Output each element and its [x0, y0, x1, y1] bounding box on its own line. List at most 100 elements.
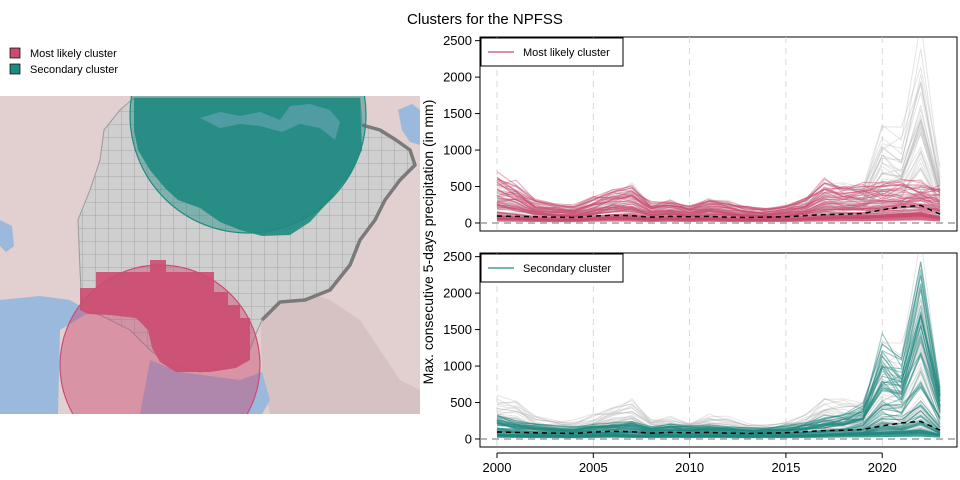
- background-series-line: [496, 253, 941, 427]
- map-state-border: [260, 123, 417, 322]
- background-series-line: [496, 335, 941, 432]
- cluster-series-line: [496, 322, 941, 434]
- cluster-series-line: [496, 354, 941, 434]
- background-series-line: [496, 125, 941, 217]
- y-tick-label: 0: [465, 431, 472, 446]
- cluster-series-line: [496, 195, 941, 216]
- background-series-line: [496, 126, 941, 218]
- legend-label-most-likely: Most likely cluster: [30, 48, 117, 60]
- cluster-series-line: [496, 430, 941, 438]
- cluster-series-line: [496, 414, 941, 437]
- cluster-series-line: [496, 421, 941, 438]
- cluster-series-line: [496, 422, 941, 438]
- cluster-series-line: [496, 214, 941, 222]
- cluster-series-line: [496, 424, 941, 438]
- cluster-series-line: [496, 416, 941, 437]
- cluster-series-line: [496, 305, 941, 433]
- background-series-line: [496, 48, 941, 214]
- background-series-line: [496, 107, 941, 214]
- median-line: [496, 420, 941, 435]
- x-tick-label: 2020: [868, 460, 897, 475]
- y-tick-label: 1500: [443, 106, 472, 121]
- background-series-line: [496, 129, 941, 217]
- legend-label-secondary: Secondary cluster: [30, 64, 118, 76]
- background-series-line: [496, 194, 941, 220]
- background-series-line: [496, 191, 941, 220]
- cluster-series-line: [496, 176, 941, 211]
- background-series-line: [496, 199, 941, 220]
- cluster-series-line: [496, 399, 941, 436]
- background-series-line: [496, 329, 941, 432]
- x-tick-label: 2000: [483, 460, 512, 475]
- background-series-line: [496, 341, 941, 433]
- background-series-line: [496, 415, 941, 436]
- background-series-line: [496, 113, 941, 216]
- background-series-line: [496, 297, 941, 430]
- x-tick-label: 2010: [675, 460, 704, 475]
- cluster-series-line: [496, 181, 941, 212]
- cluster-series-line: [496, 203, 941, 218]
- plot-area: [479, 252, 958, 448]
- cluster-series-line: [496, 431, 941, 438]
- background-series-line: [496, 146, 941, 216]
- x-axis: 2000 2005 2010 2015 2020: [483, 452, 897, 475]
- cluster-series-line: [496, 210, 941, 220]
- background-series-line: [496, 362, 941, 432]
- cluster-series-line: [496, 311, 941, 432]
- x-tick-label: 2005: [579, 460, 608, 475]
- cluster-series-line: [496, 420, 941, 438]
- cluster-series-line: [496, 324, 941, 434]
- cluster-series-line: [496, 380, 941, 436]
- panel-legend: Most likely cluster: [480, 37, 624, 67]
- background-series-line: [496, 412, 941, 437]
- cluster-series-line: [496, 422, 941, 438]
- background-series-line: [496, 179, 941, 220]
- cluster-series-line: [496, 351, 941, 433]
- background-series-line: [496, 119, 941, 216]
- x-tick-label: 2015: [771, 460, 800, 475]
- background-series-line: [496, 297, 941, 427]
- background-series-line: [496, 372, 941, 434]
- plot-area: [479, 36, 958, 232]
- cluster-series-line: [496, 178, 941, 213]
- background-series-line: [496, 419, 941, 437]
- cluster-series-line: [496, 315, 941, 432]
- y-tick-label: 1500: [443, 322, 472, 337]
- median-line: [496, 204, 941, 219]
- background-series-line: [496, 117, 941, 216]
- cluster-series-line: [496, 213, 941, 221]
- background-series-line: [496, 345, 941, 433]
- background-series-line: [496, 150, 941, 217]
- background-series-line: [496, 366, 941, 433]
- background-series-line: [496, 415, 941, 437]
- cluster-series-line: [496, 212, 941, 221]
- background-series-line: [496, 118, 941, 216]
- cluster-series-line: [496, 215, 941, 222]
- cluster-series-line: [496, 422, 941, 438]
- background-series-line: [496, 283, 941, 427]
- background-series-line: [496, 320, 941, 431]
- cluster-series-line: [496, 213, 941, 221]
- cluster-series-line: [496, 200, 941, 217]
- secondary-cluster-cells: [134, 98, 362, 236]
- background-series-line: [496, 122, 941, 217]
- chart-panel-secondary: 0 500 1000 1500 2000 2500 Secondary cluster: [443, 249, 958, 448]
- y-axis-label: Max. consecutive 5-days precipitation (i…: [420, 100, 436, 385]
- y-tick-label: 2500: [443, 249, 472, 264]
- panel-legend-label: Secondary cluster: [523, 263, 611, 275]
- map-lake-inset: [200, 104, 340, 140]
- cluster-series-line: [496, 414, 941, 437]
- cluster-series-line: [496, 381, 941, 436]
- background-series-line: [496, 407, 941, 436]
- cluster-series-line: [496, 203, 941, 218]
- cluster-series-line: [496, 418, 941, 437]
- cluster-series-line: [496, 212, 941, 221]
- cluster-series-line: [496, 203, 941, 218]
- map-legend: Most likely cluster Secondary cluster: [9, 47, 118, 76]
- legend-swatch-most-likely: [9, 47, 21, 59]
- cluster-series-line: [496, 190, 941, 216]
- cluster-series-line: [496, 211, 941, 220]
- cluster-series-line: [496, 201, 941, 217]
- cluster-series-line: [496, 214, 941, 221]
- background-series-line: [496, 290, 941, 429]
